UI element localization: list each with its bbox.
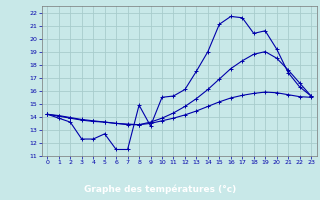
- Text: Graphe des températures (°c): Graphe des températures (°c): [84, 185, 236, 194]
